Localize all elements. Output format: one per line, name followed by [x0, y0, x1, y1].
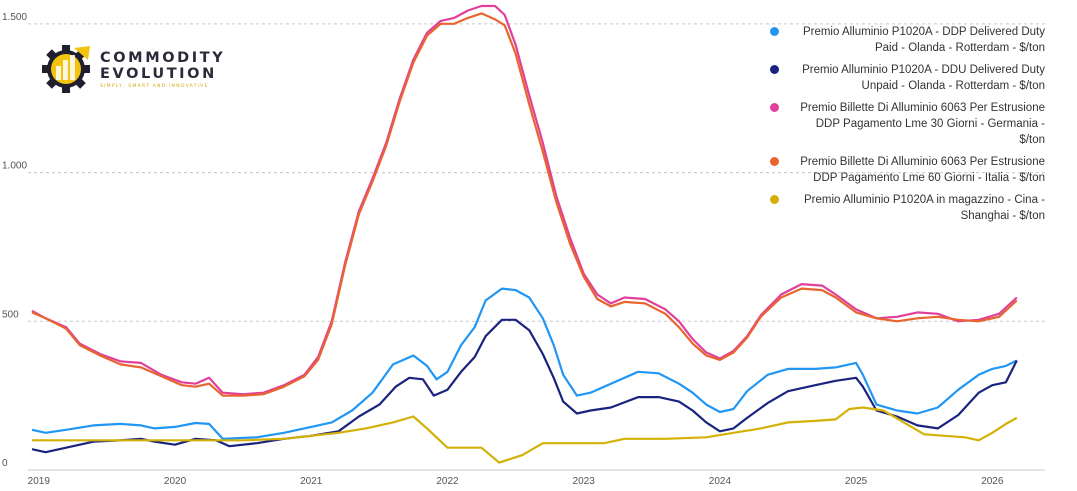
legend-item[interactable]: Premio Billette Di Alluminio 6063 Per Es…	[770, 100, 1045, 148]
axes: 0 500 1.000 1.500 2019 2020 2021 2022 2023 2024 20…	[2, 12, 1004, 487]
grid-lines	[28, 23, 1045, 471]
series-line[interactable]	[31, 12, 1018, 397]
commodity-evolution-logo: COMMODITY EVOLUTION SIMPLY, SMART AND IN…	[40, 42, 225, 96]
legend-marker	[770, 65, 779, 74]
legend-marker	[770, 103, 779, 112]
logo-tagline: SIMPLY, SMART AND INNOVATIVE	[100, 83, 209, 89]
x-tick-label: 2022	[436, 476, 459, 487]
chart-legend: Premio Alluminio P1020A - DDP Delivered …	[770, 24, 1045, 230]
y-tick-label: 1.500	[2, 12, 27, 23]
legend-marker	[770, 195, 779, 204]
x-tick-label: 2023	[573, 476, 596, 487]
legend-label: Premio Alluminio P1020A - DDP Delivered …	[802, 26, 1045, 54]
legend-label: Premio Alluminio P1020A - DDU Delivered …	[802, 64, 1045, 92]
series-line[interactable]	[31, 4, 1018, 396]
x-tick-label: 2020	[164, 476, 187, 487]
legend-label: Premio Alluminio P1020A in magazzino - C…	[804, 194, 1045, 222]
x-tick-label: 2025	[845, 476, 868, 487]
logo-text-line2: EVOLUTION	[100, 65, 217, 82]
gear-chart-icon	[40, 42, 96, 96]
x-tick-label: 2026	[981, 476, 1004, 487]
x-tick-label: 2021	[300, 476, 323, 487]
legend-marker	[770, 157, 779, 166]
legend-label: Premio Billette Di Alluminio 6063 Per Es…	[800, 156, 1045, 184]
y-tick-label: 0	[2, 458, 8, 469]
legend-marker	[770, 27, 779, 36]
y-tick-label: 1.000	[2, 161, 27, 172]
series-line[interactable]	[31, 318, 1018, 454]
x-tick-label: 2024	[709, 476, 732, 487]
legend-label: Premio Billette Di Alluminio 6063 Per Es…	[800, 102, 1045, 146]
legend-item[interactable]: Premio Alluminio P1020A in magazzino - C…	[770, 192, 1045, 224]
series-line[interactable]	[31, 287, 1018, 440]
series-line[interactable]	[32, 406, 1018, 464]
series-lines	[31, 4, 1018, 464]
legend-item[interactable]: Premio Alluminio P1020A - DDP Delivered …	[770, 24, 1045, 56]
logo-text-line1: COMMODITY	[100, 49, 226, 66]
x-tick-label: 2019	[28, 476, 51, 487]
y-tick-label: 500	[2, 309, 19, 320]
legend-item[interactable]: Premio Billette Di Alluminio 6063 Per Es…	[770, 154, 1045, 186]
legend-item[interactable]: Premio Alluminio P1020A - DDU Delivered …	[770, 62, 1045, 94]
